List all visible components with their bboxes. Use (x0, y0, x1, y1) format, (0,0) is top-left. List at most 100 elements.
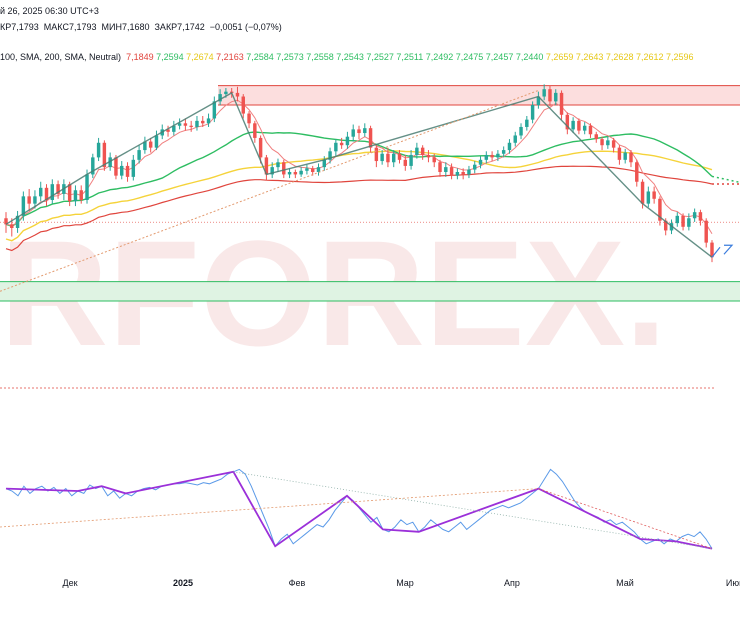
candle[interactable] (455, 168, 460, 180)
candle[interactable] (85, 169, 89, 204)
candle[interactable] (606, 136, 610, 149)
candle[interactable] (525, 116, 529, 131)
candle[interactable] (490, 151, 494, 162)
candle[interactable] (577, 118, 581, 135)
candle[interactable] (548, 85, 552, 107)
candle[interactable] (148, 137, 153, 153)
candle[interactable] (276, 158, 280, 172)
candle[interactable] (368, 125, 373, 153)
candle[interactable] (322, 156, 327, 171)
candle[interactable] (91, 153, 95, 179)
candlesticks[interactable] (4, 84, 714, 263)
candle[interactable] (154, 130, 159, 151)
candle[interactable] (189, 120, 193, 132)
candle[interactable] (409, 150, 413, 170)
candle[interactable] (704, 218, 708, 248)
candle[interactable] (478, 156, 483, 169)
candle[interactable] (438, 159, 442, 177)
candle[interactable] (571, 117, 575, 134)
candle[interactable] (177, 118, 182, 130)
candle[interactable] (316, 163, 321, 176)
candle[interactable] (357, 125, 361, 140)
candle[interactable] (391, 150, 396, 168)
candle[interactable] (449, 163, 454, 180)
candle[interactable] (629, 150, 633, 168)
candle[interactable] (218, 89, 222, 106)
candle[interactable] (114, 154, 118, 180)
candle[interactable] (143, 136, 147, 154)
candle[interactable] (363, 123, 367, 137)
candle[interactable] (270, 162, 274, 179)
candle[interactable] (345, 131, 350, 149)
candle[interactable] (282, 159, 286, 179)
candle[interactable] (710, 240, 714, 263)
candle[interactable] (235, 86, 240, 102)
candle[interactable] (172, 120, 176, 136)
candle[interactable] (681, 213, 685, 231)
candle[interactable] (484, 151, 489, 164)
candle[interactable] (415, 142, 419, 159)
candle[interactable] (212, 96, 217, 123)
candle[interactable] (559, 90, 564, 120)
candle[interactable] (444, 162, 448, 177)
candle[interactable] (432, 153, 436, 168)
candle[interactable] (253, 120, 257, 143)
candle[interactable] (461, 168, 465, 180)
candle[interactable] (698, 209, 703, 226)
candle[interactable] (646, 186, 651, 208)
candle[interactable] (386, 147, 390, 168)
candle[interactable] (264, 154, 269, 181)
candle[interactable] (687, 213, 691, 231)
candle[interactable] (611, 137, 616, 153)
candle[interactable] (195, 116, 199, 131)
candle[interactable] (617, 145, 622, 165)
candle[interactable] (137, 145, 141, 164)
candle[interactable] (397, 150, 402, 164)
candle[interactable] (201, 116, 205, 127)
candle[interactable] (594, 131, 598, 143)
candle[interactable] (339, 137, 344, 149)
candle[interactable] (310, 165, 315, 176)
candle[interactable] (247, 111, 251, 129)
candle[interactable] (50, 179, 55, 204)
candle[interactable] (467, 165, 471, 179)
candle[interactable] (44, 184, 49, 207)
candle[interactable] (293, 169, 298, 179)
candle[interactable] (351, 124, 355, 142)
candle[interactable] (206, 113, 211, 127)
candle[interactable] (473, 161, 477, 174)
candle[interactable] (513, 131, 517, 147)
candle[interactable] (542, 84, 546, 101)
candle[interactable] (519, 123, 523, 140)
candle[interactable] (692, 208, 697, 222)
candle[interactable] (38, 181, 43, 202)
candle[interactable] (675, 212, 680, 227)
candle[interactable] (374, 145, 379, 168)
candle[interactable] (120, 161, 124, 180)
candle[interactable] (27, 189, 31, 211)
candle[interactable] (565, 112, 570, 135)
candle[interactable] (102, 140, 107, 171)
candle[interactable] (501, 146, 506, 158)
candle[interactable] (496, 150, 500, 162)
candle[interactable] (652, 186, 656, 204)
candle[interactable] (334, 139, 338, 157)
candle[interactable] (588, 123, 593, 138)
candle[interactable] (166, 125, 170, 137)
candle[interactable] (328, 147, 332, 164)
candle[interactable] (600, 136, 604, 151)
candle[interactable] (582, 122, 587, 135)
candle[interactable] (241, 94, 245, 119)
candle[interactable] (507, 139, 512, 154)
candle[interactable] (287, 168, 292, 179)
candle[interactable] (56, 180, 60, 199)
candle[interactable] (426, 150, 431, 163)
candle[interactable] (554, 89, 558, 106)
candle[interactable] (536, 91, 541, 109)
candle[interactable] (15, 210, 20, 233)
candle[interactable] (635, 159, 639, 187)
candle[interactable] (183, 118, 188, 131)
candle[interactable] (73, 185, 78, 207)
candle[interactable] (79, 185, 83, 204)
